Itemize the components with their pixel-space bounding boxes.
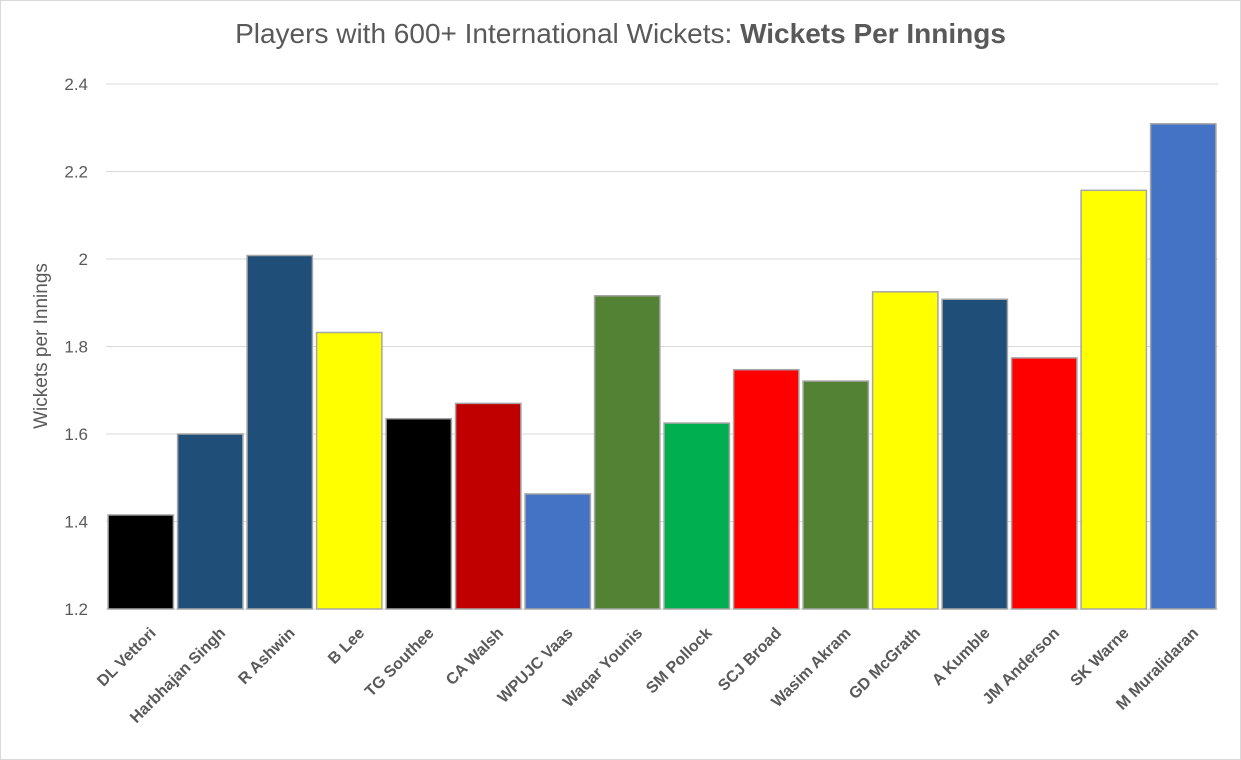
chart-title: Players with 600+ International Wickets:… [0, 18, 1241, 50]
y-axis-label: Wickets per Innings [31, 263, 52, 429]
x-tick-label: DL Vettori [94, 625, 159, 690]
bar-r-ashwin [246, 254, 314, 610]
y-tick-label: 2.2 [64, 163, 88, 182]
y-tick-label: 1.6 [64, 425, 88, 444]
bar-waqar-younis [593, 295, 661, 610]
bar-harbhajan-singh [176, 433, 244, 610]
bar-a-kumble [941, 298, 1009, 610]
bar-sk-warne [1080, 189, 1148, 610]
y-tick-label: 1.2 [64, 600, 88, 619]
bar-m-muralidaran [1149, 123, 1217, 610]
x-tick-label: CA Walsh [443, 625, 507, 689]
bar-wasim-akram [802, 380, 870, 610]
y-tick-label: 1.4 [64, 513, 88, 532]
bar-sm-pollock [663, 422, 731, 610]
x-tick-label: SCJ Broad [715, 625, 785, 695]
x-tick-label: SM Pollock [643, 625, 715, 697]
bar-scj-broad [732, 368, 800, 610]
y-tick-label: 2.4 [64, 75, 88, 94]
x-tick-label: R Ashwin [235, 625, 298, 688]
x-tick-label: TG Southee [362, 625, 438, 701]
x-tick-label: SK Warne [1068, 625, 1133, 690]
bar-tg-southee [385, 417, 453, 610]
x-tick-label: GD McGrath [846, 625, 924, 703]
bar-jm-anderson [1010, 357, 1078, 610]
bar-dl-vettori [107, 514, 175, 610]
y-axis-ticks: 1.2 1.4 1.6 1.8 2 2.2 2.4 [64, 75, 88, 619]
y-tick-label: 1.8 [64, 338, 88, 357]
chart-title-main: Players with 600+ International Wickets: [235, 18, 733, 49]
bar-b-lee [315, 331, 383, 610]
bar-ca-walsh [454, 402, 522, 610]
x-tick-label: A Kumble [929, 625, 993, 689]
bar-gd-mcgrath [871, 291, 939, 610]
bars [107, 123, 1217, 610]
y-tick-label: 2 [79, 250, 88, 269]
chart-title-bold: Wickets Per Innings [740, 18, 1006, 49]
bar-wpujc-vaas [524, 493, 592, 610]
x-tick-label: B Lee [325, 625, 368, 668]
